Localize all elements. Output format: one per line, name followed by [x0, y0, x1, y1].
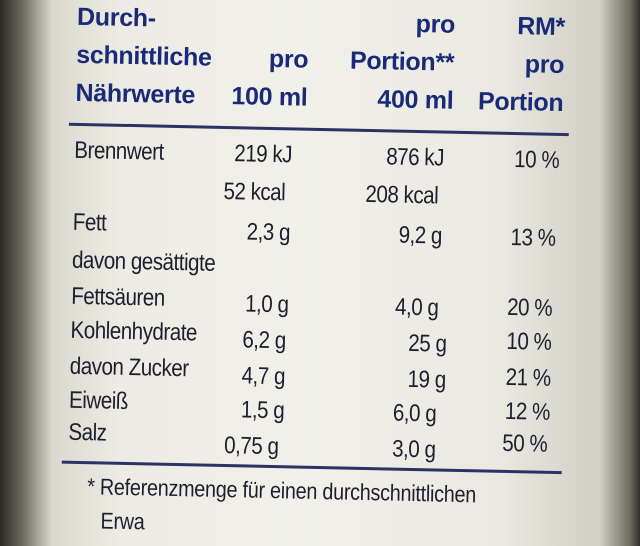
header-col2-line2: 100 ml	[231, 82, 308, 112]
footnote-continued: Erwa	[100, 507, 145, 535]
row-rm: 21 %	[505, 363, 551, 392]
row-name: Kohlenhydrate	[70, 316, 198, 347]
row-portion: 25 g	[408, 329, 447, 358]
row-per100: 52 kcal	[223, 177, 286, 207]
row-per100: 1,0 g	[244, 290, 289, 319]
row-rm: 10 %	[513, 146, 560, 174]
row-portion: 19 g	[407, 365, 446, 394]
row-per100: 4,7 g	[241, 362, 286, 391]
row-per100: 0,75 g	[223, 432, 279, 461]
header-col4-line3: Portion	[477, 87, 564, 118]
row-portion: 208 kcal	[365, 180, 439, 210]
header-col3-line3: 400 ml	[377, 85, 454, 115]
row-name: davon Zucker	[69, 352, 189, 383]
nutrition-label: Durch- schnittliche Nährwerte pro 100 ml…	[61, 2, 569, 535]
header-col4-line1: RM*	[516, 12, 566, 42]
row-rm: 10 %	[506, 327, 552, 356]
row-per100: 219 kJ	[233, 140, 293, 169]
footnote: * Referenzmenge für einen durchschnittli…	[87, 473, 477, 508]
header-col3-line2: Portion**	[349, 46, 455, 77]
row-per100: 6,2 g	[242, 326, 286, 355]
footer-divider	[61, 460, 562, 475]
row-rm: 13 %	[510, 223, 556, 252]
row-portion: 4,0 g	[394, 293, 439, 322]
row-per100: 1,5 g	[240, 396, 285, 425]
header-divider	[68, 122, 569, 137]
row-name: Brennwert	[74, 136, 164, 166]
row-portion: 9,2 g	[398, 221, 443, 250]
row-per100: 2,3 g	[246, 218, 291, 247]
row-portion: 3,0 g	[391, 435, 436, 464]
row-rm: 12 %	[504, 397, 551, 426]
row-rm: 20 %	[506, 293, 553, 322]
row-portion: 6,0 g	[392, 399, 437, 428]
header-col3-line1: pro	[415, 9, 456, 39]
row-name: davon gesättigte	[71, 246, 216, 277]
header-col4-line2: pro	[524, 50, 565, 80]
header-col1-line1: Durch-	[76, 2, 157, 33]
row-name: Eiweiß	[68, 386, 129, 416]
header-col1-line3: Nährwerte	[75, 78, 196, 110]
row-name: Fettsäuren	[70, 282, 166, 312]
header-col2-line1: pro	[268, 44, 309, 74]
row-portion: 876 kJ	[385, 143, 445, 172]
row-name: Fett	[72, 208, 107, 237]
row-name: Salz	[68, 418, 107, 447]
row-rm: 50 %	[501, 429, 548, 458]
header-col1-line2: schnittliche	[76, 40, 212, 72]
